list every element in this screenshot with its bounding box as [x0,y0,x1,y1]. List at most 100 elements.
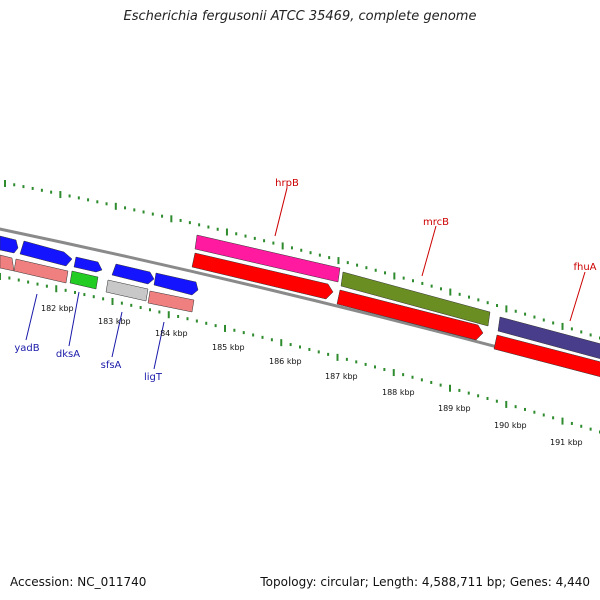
lower-tick [167,311,170,319]
lower-tick [299,345,301,349]
upper-tick [505,305,508,313]
yadB-leader [25,293,38,341]
upper-tick [421,281,424,285]
lower-tick [439,383,442,387]
kbp-labels: 182 kbp 183 kbp 184 kbp 185 kbp 186 kbp … [41,304,583,447]
lower-tick [542,413,545,417]
lower-tick [270,338,273,342]
kbp-label-182: 182 kbp [41,304,74,313]
lower-tick [177,314,180,318]
upper-tick [533,315,536,319]
lower-tick [55,285,58,293]
upper-tick [216,227,219,231]
upper-tick [22,185,25,189]
lower-tick [111,297,114,305]
upper-tick [514,309,517,313]
lower-tick [561,417,564,425]
gene-label-yadB: yadB [14,343,39,354]
upper-tick [430,284,433,288]
upper-tick [244,234,247,238]
lower-tick [205,321,208,325]
upper-tick [31,186,34,190]
accession-text: Accession: NC_011740 [10,575,147,589]
kbp-label-190: 190 kbp [494,421,527,430]
upper-tick [542,318,545,322]
upper-tick [281,242,284,250]
upper-tick [393,272,396,280]
lower-tick [36,282,39,286]
upper-tick [337,257,340,265]
lower-tick [495,399,498,403]
lower-tick [195,319,198,323]
gene-salmon-1 [0,254,15,272]
lower-tick [224,324,226,332]
upper-tick [235,232,238,236]
lower-tick [139,306,142,310]
lower-tick [486,396,489,400]
upper-tick [68,194,71,198]
upper-tick [439,287,442,291]
upper-tick [207,225,210,229]
gene-salmon-2 [13,258,69,284]
gene-features [0,234,600,377]
upper-tick [580,330,583,334]
kbp-label-191: 191 kbp [550,438,583,447]
lower-tick [374,365,376,369]
upper-tick [198,223,201,227]
kbp-label-189: 189 kbp [438,404,471,413]
lower-tick [233,328,236,332]
upper-tick [356,263,359,267]
lower-tick [17,278,20,282]
kbp-label-188: 188 kbp [382,388,415,397]
lower-tick [252,333,255,337]
gene-label-fhuA: fhuA [573,262,596,273]
upper-tick [13,183,16,187]
upper-tick [300,248,303,252]
upper-tick [496,304,499,308]
upper-tick [290,246,293,250]
lower-tick [0,273,1,280]
gene-dksA-bar [69,270,99,290]
gene-label-dksA: dksA [56,349,80,360]
lower-tick [149,308,151,312]
upper-tick [411,279,414,283]
lower-tick [261,335,264,339]
lower-tick [533,410,536,414]
upper-tick [142,210,145,214]
kbp-label-185: 185 kbp [212,343,245,352]
upper-tick [486,301,489,305]
upper-tick [589,333,592,337]
gene-sfsA-bar [105,279,149,302]
gene-blue-5 [153,272,199,296]
upper-tick [318,253,321,257]
genome-backbone [0,227,600,377]
upper-tick [4,180,6,187]
upper-tick [449,288,452,296]
upper-tick [458,292,461,296]
gene-red-arrow-3 [493,334,600,377]
upper-tick [384,271,387,275]
lower-tick [280,339,283,347]
upper-tick [328,256,331,260]
hrpB-leader [274,187,288,237]
upper-tick [477,298,480,302]
lower-tick [411,375,414,379]
dksA-leader [68,291,80,347]
lower-tick [289,343,292,347]
gene-hrpB-bar [194,234,341,283]
lower-tick [364,362,367,366]
lower-tick [570,421,573,425]
lower-tick [92,295,95,299]
upper-tick [40,188,43,192]
kbp-label-186: 186 kbp [269,357,302,366]
gene-red-arrow-1 [191,252,334,300]
lower-tick [27,280,30,284]
lower-tick [83,293,86,297]
lower-tick [242,331,245,335]
upper-tick [524,312,527,316]
lower-tick [336,353,339,361]
lower-tick [552,416,555,420]
map-title: Escherichia fergusonii ATCC 35469, compl… [123,9,477,24]
gene-blue-4 [111,263,155,285]
